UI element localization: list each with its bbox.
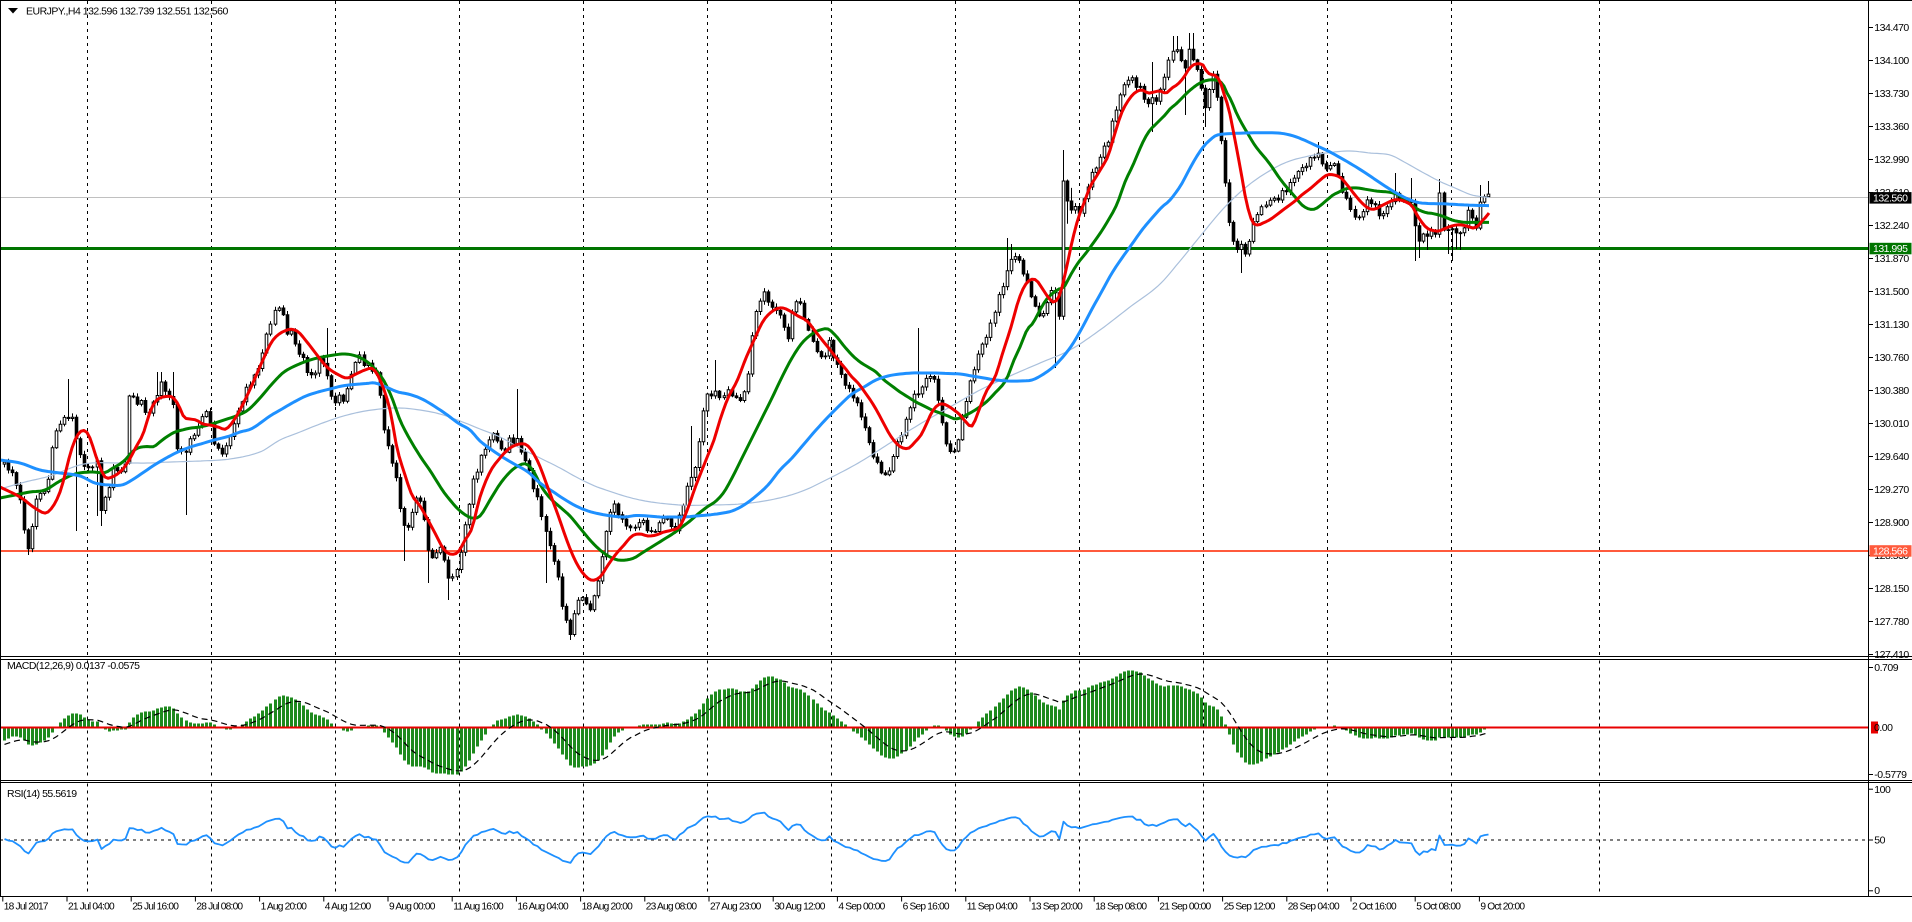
svg-text:30 Aug 12:00: 30 Aug 12:00 xyxy=(774,902,826,913)
svg-text:132.560: 132.560 xyxy=(1873,192,1908,204)
svg-text:0.00: 0.00 xyxy=(1874,722,1893,734)
svg-text:5 Oct 08:00: 5 Oct 08:00 xyxy=(1416,902,1461,913)
svg-text:18 Jul 2017: 18 Jul 2017 xyxy=(4,902,49,913)
svg-text:2 Oct 16:00: 2 Oct 16:00 xyxy=(1352,902,1397,913)
svg-text:131.500: 131.500 xyxy=(1874,286,1909,298)
svg-text:4 Sep 00:00: 4 Sep 00:00 xyxy=(838,902,885,913)
svg-text:11 Sep 04:00: 11 Sep 04:00 xyxy=(967,902,1018,913)
svg-text:0: 0 xyxy=(1874,885,1880,897)
svg-text:1 Aug 20:00: 1 Aug 20:00 xyxy=(261,902,308,913)
svg-text:127.780: 127.780 xyxy=(1874,616,1909,628)
svg-text:131.995: 131.995 xyxy=(1873,243,1908,255)
svg-text:130.760: 130.760 xyxy=(1874,352,1909,364)
svg-text:0.709: 0.709 xyxy=(1874,662,1898,674)
svg-text:28 Jul 08:00: 28 Jul 08:00 xyxy=(196,902,243,913)
svg-text:21 Jul 04:00: 21 Jul 04:00 xyxy=(68,902,115,913)
svg-text:18 Aug 20:00: 18 Aug 20:00 xyxy=(582,902,634,913)
svg-text:23 Aug 08:00: 23 Aug 08:00 xyxy=(646,902,698,913)
svg-text:18 Sep 08:00: 18 Sep 08:00 xyxy=(1095,902,1147,913)
svg-text:132.240: 132.240 xyxy=(1874,220,1909,232)
svg-text:27 Aug 23:00: 27 Aug 23:00 xyxy=(710,902,762,913)
svg-text:134.470: 134.470 xyxy=(1874,22,1909,34)
svg-text:21 Sep 00:00: 21 Sep 00:00 xyxy=(1159,902,1211,913)
svg-text:130.380: 130.380 xyxy=(1874,385,1909,397)
svg-text:129.640: 129.640 xyxy=(1874,451,1909,463)
svg-text:131.870: 131.870 xyxy=(1874,253,1909,265)
svg-text:MACD(12,26,9) 0.0137 -0.0575: MACD(12,26,9) 0.0137 -0.0575 xyxy=(7,660,140,672)
svg-text:9 Oct 20:00: 9 Oct 20:00 xyxy=(1480,902,1525,913)
svg-text:25 Sep 12:00: 25 Sep 12:00 xyxy=(1224,902,1276,913)
svg-text:RSI(14) 55.5619: RSI(14) 55.5619 xyxy=(7,788,77,800)
svg-text:6 Sep 16:00: 6 Sep 16:00 xyxy=(903,902,950,913)
svg-text:130.010: 130.010 xyxy=(1874,418,1909,430)
svg-text:28 Sep 04:00: 28 Sep 04:00 xyxy=(1288,902,1340,913)
svg-text:133.360: 133.360 xyxy=(1874,121,1909,133)
svg-text:11 Aug 16:00: 11 Aug 16:00 xyxy=(453,902,504,913)
svg-text:128.900: 128.900 xyxy=(1874,517,1909,529)
svg-text:128.566: 128.566 xyxy=(1873,546,1908,558)
svg-text:EURJPY.,H4 132.596 132.739 13: EURJPY.,H4 132.596 132.739 132.551 132.5… xyxy=(26,6,228,18)
svg-text:16 Aug 04:00: 16 Aug 04:00 xyxy=(517,902,569,913)
svg-text:100: 100 xyxy=(1874,784,1891,796)
svg-text:127.410: 127.410 xyxy=(1874,649,1909,661)
svg-text:50: 50 xyxy=(1874,835,1885,847)
svg-text:-0.5779: -0.5779 xyxy=(1874,769,1907,781)
svg-text:129.270: 129.270 xyxy=(1874,484,1909,496)
svg-text:13 Sep 20:00: 13 Sep 20:00 xyxy=(1031,902,1083,913)
svg-text:128.150: 128.150 xyxy=(1874,583,1909,595)
svg-text:132.990: 132.990 xyxy=(1874,154,1909,166)
svg-text:133.730: 133.730 xyxy=(1874,88,1909,100)
svg-text:9 Aug 00:00: 9 Aug 00:00 xyxy=(389,902,436,913)
svg-text:4 Aug 12:00: 4 Aug 12:00 xyxy=(325,902,372,913)
svg-text:25 Jul 16:00: 25 Jul 16:00 xyxy=(132,902,179,913)
svg-text:134.100: 134.100 xyxy=(1874,55,1909,67)
svg-text:131.130: 131.130 xyxy=(1874,319,1909,331)
